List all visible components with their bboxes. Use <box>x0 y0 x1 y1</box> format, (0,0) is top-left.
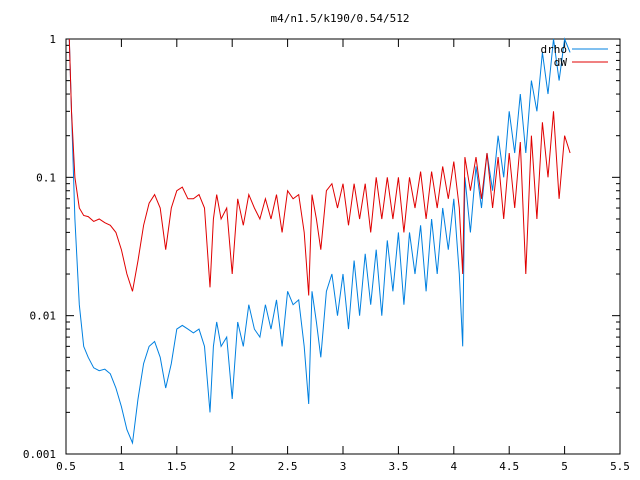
plot-frame <box>65 38 621 455</box>
series-line-dW <box>68 38 571 296</box>
legend-label-dW: dW <box>554 56 568 69</box>
series-layer <box>68 37 571 445</box>
y-tick-label: 0.1 <box>36 171 56 184</box>
x-tick-label: 3.5 <box>388 460 408 473</box>
x-tick-label: 5.5 <box>610 460 630 473</box>
y-tick-label: 0.01 <box>30 310 57 323</box>
x-tick-label: 1.5 <box>167 460 187 473</box>
x-axis: 0.5 1 1.5 2 2.5 3 3.5 4 4.5 5 5.5 <box>56 39 630 473</box>
legend-label-drho: drho <box>541 43 568 56</box>
x-tick-label: 2 <box>229 460 236 473</box>
x-tick-label: 0.5 <box>56 460 76 473</box>
x-tick-label: 3 <box>340 460 347 473</box>
x-tick-label: 5 <box>561 460 568 473</box>
x-tick-label: 4 <box>450 460 457 473</box>
y-axis: 0.001 0.01 0.1 1 <box>23 33 620 461</box>
series-line-drho <box>68 37 571 445</box>
y-tick-label: 1 <box>49 33 56 46</box>
x-tick-label: 1 <box>118 460 125 473</box>
chart-title: m4/n1.5/k190/0.54/512 <box>270 12 409 25</box>
x-tick-label: 4.5 <box>499 460 519 473</box>
x-tick-label: 2.5 <box>278 460 298 473</box>
y-tick-label: 0.001 <box>23 448 56 461</box>
